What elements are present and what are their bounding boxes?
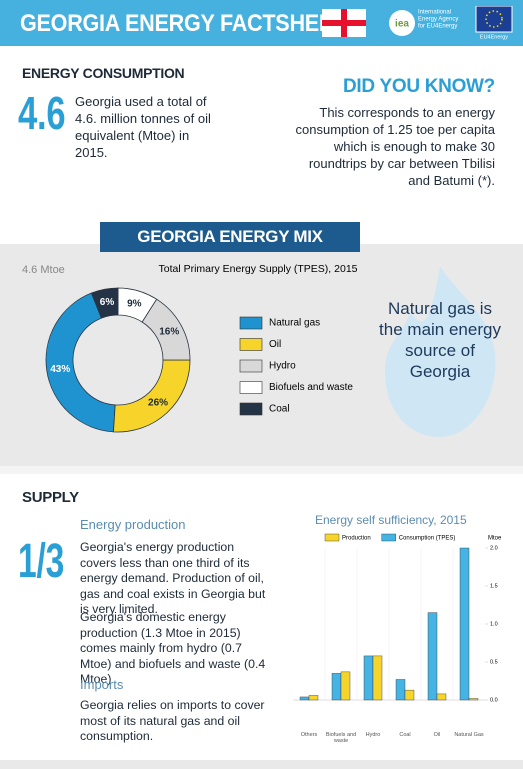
data-label: 16% <box>159 326 179 337</box>
iea-logo: iea <box>395 19 409 30</box>
bar <box>427 612 438 701</box>
legend-label: Oil <box>269 339 281 350</box>
legend-label: Natural gas <box>269 318 320 329</box>
subheading: Energy production <box>80 517 186 532</box>
banner: GEORGIA ENERGY MIX <box>100 222 360 252</box>
section-heading: SUPPLY <box>22 489 79 506</box>
callout: Natural gas is the main energy source of… <box>379 299 501 381</box>
bar-chart: Energy self sufficiency, 2015 Mtoe 0.0 0.5 1… <box>293 513 502 703</box>
legend-swatch <box>239 359 263 373</box>
legend-swatch <box>239 338 263 351</box>
data-label: 6% <box>100 297 115 308</box>
bar <box>331 673 342 701</box>
bar <box>395 679 406 701</box>
legend-label: Consumption (TPES) <box>399 536 456 542</box>
x-tick-label: Oil <box>433 732 441 738</box>
y-tick-label: 1.5 <box>490 583 498 589</box>
section-heading: ENERGY CONSUMPTION <box>22 65 185 81</box>
y-tick-label: 2.0 <box>490 545 498 551</box>
page-title: GEORGIA ENERGY FACTSHEET <box>20 10 346 37</box>
chart-title: Energy self sufficiency, 2015 <box>315 513 467 527</box>
iea-name: International <box>418 10 451 16</box>
legend-swatch <box>239 402 263 416</box>
bar <box>468 698 479 701</box>
flag-cross <box>322 20 366 26</box>
x-tick-label: Biofuels and waste <box>325 732 357 744</box>
bar <box>340 671 351 701</box>
eu-flag <box>475 6 513 33</box>
x-tick-label: Natural Gas <box>454 732 484 738</box>
legend-swatch <box>239 316 263 330</box>
iea-circle <box>389 10 415 36</box>
x-tick-label: Hydro <box>365 732 381 738</box>
paragraph: Georgia relies on imports to cover most … <box>80 698 265 743</box>
bar <box>299 696 310 701</box>
legend-swatch <box>381 533 396 542</box>
x-tick-label: Others <box>300 732 318 738</box>
y-tick-label: 0.0 <box>490 697 498 703</box>
data-label: 43% <box>50 364 70 375</box>
callout-heading: DID YOU KNOW? <box>343 76 495 97</box>
header-bar <box>0 0 523 46</box>
eu-stars <box>485 10 503 28</box>
data-label: 9% <box>127 298 142 309</box>
iea-name: for EU4Energy <box>418 24 457 30</box>
axis-label: Mtoe <box>488 536 502 542</box>
flame-shape <box>385 267 496 437</box>
chart-title: Total Primary Energy Supply (TPES), 2015 <box>159 263 358 275</box>
pie-chart: Total Primary Energy Supply (TPES), 2015… <box>45 263 358 433</box>
footer-band <box>0 760 523 769</box>
paragraph: Georgia's energy production covers less … <box>80 540 266 616</box>
logos: iea International Energy Agency for EU4E… <box>322 6 513 40</box>
pie-slice <box>45 292 116 433</box>
big-figure: 4.6 <box>18 87 66 139</box>
paragraph: Georgia's domestic energy production (1.… <box>80 610 266 686</box>
flame <box>385 267 496 437</box>
bar <box>404 689 415 701</box>
bar <box>436 693 447 701</box>
total-label: 4.6 Mtoe <box>22 264 65 276</box>
legend-swatch <box>324 533 340 542</box>
divider <box>0 466 523 474</box>
iea-name: Energy Agency <box>418 17 458 23</box>
data-label: 26% <box>148 397 168 408</box>
x-tick-label: Coal <box>399 732 411 738</box>
legend-label: Production <box>342 536 371 542</box>
pie-slice <box>90 287 119 319</box>
legend-label: Coal <box>269 404 290 415</box>
paragraph: Georgia used a total of 4.6. million ton… <box>75 94 211 160</box>
bar <box>308 695 319 701</box>
bar <box>372 655 383 701</box>
y-tick-label: 0.5 <box>490 659 498 665</box>
legend-swatch <box>239 381 263 394</box>
paragraph: This corresponds to an energy consumptio… <box>295 105 495 188</box>
pie-slice <box>113 359 191 433</box>
big-figure: 1/3 <box>18 535 65 588</box>
legend-label: Hydro <box>269 361 296 372</box>
eu-logo: EU4Energy <box>480 34 508 40</box>
legend-label: Biofuels and waste <box>269 382 353 393</box>
bar <box>459 547 470 701</box>
subheading: Imports <box>80 677 124 692</box>
bar <box>363 655 374 701</box>
y-tick-label: 1.0 <box>490 621 498 627</box>
